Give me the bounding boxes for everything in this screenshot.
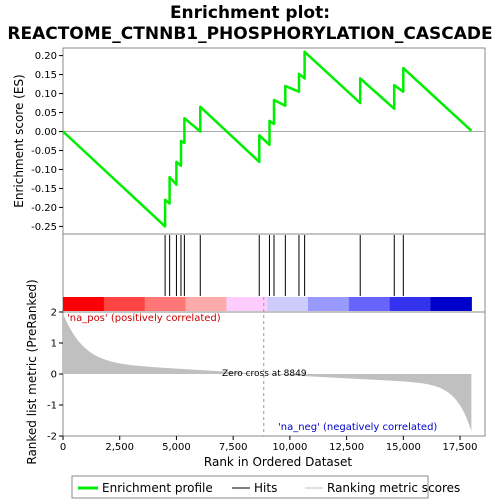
- es-y-tick-label: 0.20: [35, 51, 57, 62]
- neg-label: 'na_neg' (negatively correlated): [278, 422, 437, 433]
- es-y-label: Enrichment score (ES): [12, 74, 26, 207]
- rank-color-bar: [63, 297, 472, 311]
- pos-label: 'na_pos' (positively correlated): [67, 313, 221, 324]
- x-tick-label: 12,500: [329, 442, 364, 453]
- legend-label: Ranking metric scores: [327, 481, 460, 495]
- rank-bar-segment: [349, 297, 390, 311]
- es-panel-frame: [63, 48, 485, 234]
- es-y-tick-label: -0.15: [31, 184, 57, 195]
- rank-bar-segment: [145, 297, 186, 311]
- x-tick-label: 2,500: [105, 442, 134, 453]
- rank-bar-segment: [186, 297, 227, 311]
- rank-bar-segment: [226, 297, 267, 311]
- es-y-tick-label: 0.00: [35, 127, 57, 138]
- rank-bar-segment: [308, 297, 349, 311]
- metric-y-tick-label: -2: [47, 432, 57, 443]
- zero-cross-label: Zero cross at 8849: [222, 369, 307, 379]
- x-label: Rank in Ordered Dataset: [204, 455, 352, 469]
- es-y-tick-label: -0.05: [31, 146, 57, 157]
- rank-bar-segment: [431, 297, 472, 311]
- x-tick-label: 0: [60, 442, 66, 453]
- es-y-tick-label: -0.10: [31, 165, 57, 176]
- x-tick-label: 10,000: [272, 442, 307, 453]
- legend-label: Enrichment profile: [102, 481, 213, 495]
- es-y-tick-label: 0.10: [35, 89, 57, 100]
- legend-label: Hits: [254, 481, 277, 495]
- metric-y-tick-label: -1: [47, 401, 57, 412]
- es-y-tick-label: -0.25: [31, 222, 57, 233]
- es-y-tick-label: 0.15: [35, 70, 57, 81]
- x-tick-label: 17,500: [443, 442, 478, 453]
- metric-y-label: Ranked list metric (PreRanked): [25, 279, 39, 464]
- es-y-tick-label: -0.20: [31, 203, 57, 214]
- metric-y-ticks: 2 1 0 -1 -2: [47, 308, 63, 443]
- x-ticks: 0 2,500 5,000 7,500 10,000 12,500 15,000 17,500: [60, 436, 478, 453]
- x-tick-label: 5,000: [162, 442, 191, 453]
- rank-bar-segment: [104, 297, 145, 311]
- legend: Enrichment profile Hits Ranking metric sco…: [78, 481, 460, 495]
- es-y-tick-label: 0.05: [35, 108, 57, 119]
- title-line-2: REACTOME_CTNNB1_PHOSPHORYLATION_CASCADE: [7, 24, 492, 44]
- title-line-1: Enrichment plot:: [170, 3, 330, 23]
- rank-bar-segment: [390, 297, 431, 311]
- x-tick-label: 7,500: [219, 442, 248, 453]
- es-y-ticks: 0.20 0.15 0.10 0.05 0.00 -0.05 -0.10 -0.15 -0.20…: [31, 51, 63, 233]
- rank-bar-segment: [267, 297, 308, 311]
- metric-y-tick-label: 1: [51, 339, 57, 350]
- x-tick-label: 15,000: [386, 442, 421, 453]
- rank-bar-segment: [63, 297, 104, 311]
- metric-y-tick-label: 2: [51, 308, 57, 319]
- metric-y-tick-label: 0: [51, 370, 57, 381]
